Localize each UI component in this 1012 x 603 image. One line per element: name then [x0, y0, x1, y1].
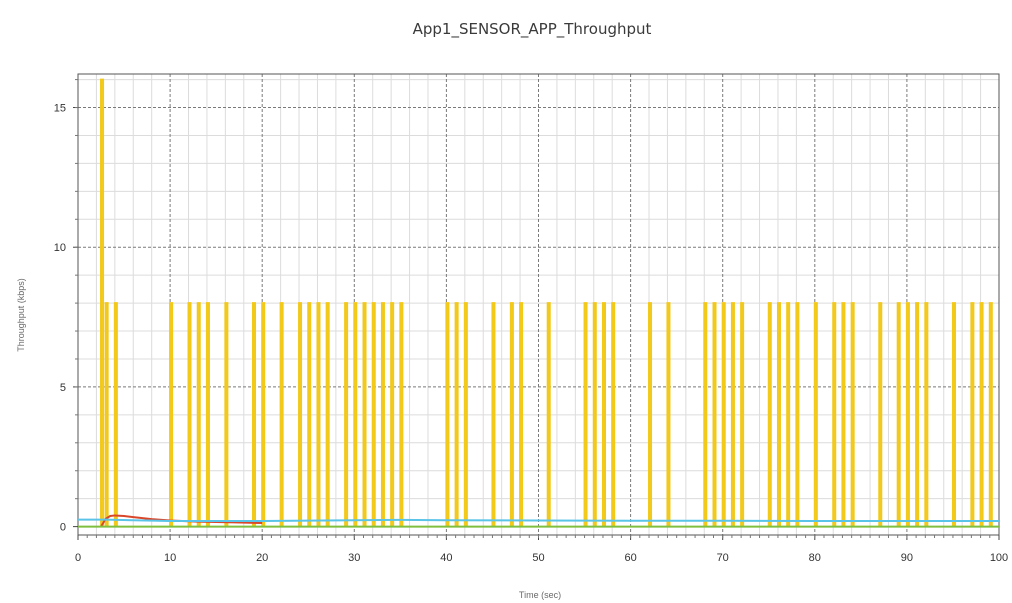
throughput-pulse [362, 302, 367, 527]
throughput-pulse [113, 302, 118, 527]
x-tick-label: 50 [532, 552, 544, 564]
x-axis-ticks: 0 10 20 30 40 50 60 70 80 90 100 [75, 535, 1008, 564]
throughput-pulse [104, 302, 109, 527]
throughput-pulse [380, 302, 385, 527]
throughput-pulse [196, 302, 201, 527]
throughput-pulse [740, 302, 745, 527]
throughput-pulse [205, 302, 210, 527]
throughput-pulse [712, 302, 717, 527]
y-tick-label: 15 [54, 103, 66, 115]
throughput-pulse [371, 302, 376, 527]
x-axis-label: Time (sec) [519, 590, 561, 600]
throughput-pulse [390, 302, 395, 527]
throughput-pulse [509, 302, 514, 527]
throughput-pulse [279, 302, 284, 527]
throughput-pulse [307, 302, 312, 527]
throughput-pulse [261, 302, 266, 527]
throughput-pulse [767, 302, 772, 527]
throughput-pulse [850, 302, 855, 527]
throughput-pulse [601, 302, 606, 527]
x-tick-label: 100 [990, 552, 1008, 564]
throughput-pulse [169, 302, 174, 527]
x-tick-label: 10 [164, 552, 176, 564]
throughput-pulse [905, 302, 910, 527]
throughput-pulse [915, 302, 920, 527]
throughput-pulse [841, 302, 846, 527]
x-tick-label: 70 [717, 552, 729, 564]
throughput-pulse [353, 302, 358, 527]
series-line [78, 518, 999, 523]
throughput-pulse [399, 302, 404, 527]
throughput-pulse [795, 302, 800, 527]
throughput-pulse [592, 302, 597, 527]
throughput-pulse [100, 78, 105, 527]
throughput-pulse [648, 302, 653, 527]
series-layer [78, 78, 999, 528]
throughput-pulse [924, 302, 929, 527]
throughput-pulse [776, 302, 781, 527]
throughput-pulse [721, 302, 726, 527]
throughput-pulse [666, 302, 671, 527]
y-tick-label: 5 [60, 382, 66, 394]
throughput-pulse [611, 302, 616, 527]
y-axis-label: Throughput (kbps) [16, 278, 26, 352]
throughput-pulse [546, 302, 551, 527]
y-tick-label: 10 [54, 242, 66, 254]
x-tick-label: 40 [440, 552, 452, 564]
throughput-pulse [251, 302, 257, 527]
throughput-pulse [325, 302, 330, 527]
throughput-pulse [445, 302, 450, 527]
throughput-pulse [988, 302, 993, 527]
x-tick-label: 80 [809, 552, 821, 564]
throughput-pulse [224, 302, 229, 527]
throughput-pulse [730, 302, 735, 527]
throughput-pulse [344, 302, 349, 527]
throughput-pulse [970, 302, 975, 527]
throughput-pulse [786, 302, 791, 527]
x-tick-label: 0 [75, 552, 81, 564]
x-tick-label: 60 [624, 552, 636, 564]
throughput-pulse [454, 302, 459, 527]
throughput-pulse [703, 302, 708, 527]
major-grid [78, 74, 999, 535]
y-tick-label: 0 [60, 522, 66, 534]
throughput-pulse [491, 302, 496, 527]
throughput-pulse [951, 302, 956, 527]
throughput-pulse [519, 302, 524, 527]
throughput-pulse [316, 302, 321, 527]
throughput-pulse [463, 302, 468, 527]
throughput-pulse [896, 302, 901, 527]
throughput-pulse [187, 302, 192, 527]
throughput-pulse [813, 302, 818, 527]
y-axis-ticks: 0 5 10 15 [54, 79, 78, 534]
x-tick-label: 30 [348, 552, 360, 564]
x-tick-label: 90 [901, 552, 913, 564]
throughput-pulse [298, 302, 303, 527]
throughput-pulse [979, 302, 984, 527]
throughput-pulse [878, 302, 883, 527]
throughput-pulse [832, 302, 837, 527]
x-tick-label: 20 [256, 552, 268, 564]
chart-title: App1_SENSOR_APP_Throughput [413, 20, 652, 39]
throughput-pulse [583, 302, 588, 527]
